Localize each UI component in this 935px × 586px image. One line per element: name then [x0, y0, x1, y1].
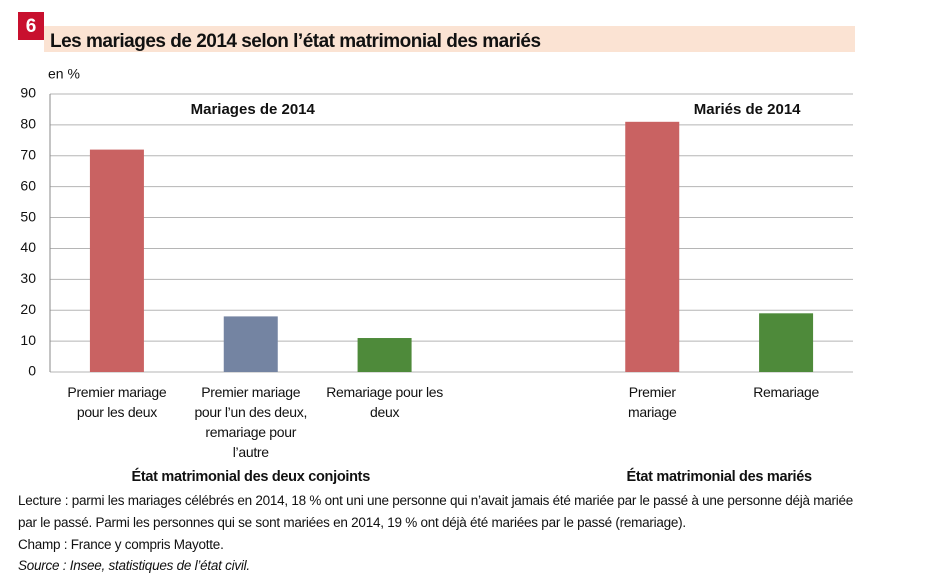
- group-title: Mariages de 2014: [191, 101, 316, 118]
- y-tick-label: 30: [20, 270, 36, 286]
- y-tick-label: 40: [20, 239, 36, 255]
- x-tick-label: Remariage pour les deux: [326, 384, 443, 420]
- bar: [759, 313, 814, 372]
- y-tick-label: 70: [20, 146, 36, 162]
- chart-title: Les mariages de 2014 selon l’état matrim…: [50, 31, 541, 52]
- y-tick-label: 60: [20, 177, 36, 193]
- bar: [223, 316, 278, 372]
- figure-number: 6: [26, 16, 37, 37]
- note-source: Source : Insee, statistiques de l’état c…: [18, 558, 250, 573]
- y-unit-label: en %: [48, 66, 80, 82]
- y-tick-label: 0: [28, 363, 36, 379]
- group-axis-label: État matrimonial des mariés: [627, 468, 813, 485]
- title-band: [44, 26, 855, 52]
- x-tick-label: Premier mariage pour l’un des deux, rema…: [194, 384, 308, 460]
- group-axis-label: État matrimonial des deux conjoints: [132, 468, 371, 485]
- y-tick-label: 10: [20, 332, 36, 348]
- y-tick-label: 90: [20, 85, 36, 101]
- figure-number-box: [18, 12, 44, 40]
- x-tick-label: Premier mariage pour les deux: [67, 384, 167, 420]
- bar: [89, 149, 144, 372]
- y-tick-label: 20: [20, 301, 36, 317]
- x-tick-label: Remariage: [753, 384, 819, 400]
- bar: [357, 338, 412, 372]
- bar: [625, 121, 680, 372]
- note-champ: Champ : France y compris Mayotte.: [18, 537, 224, 552]
- x-tick-label: Premier mariage: [628, 384, 677, 420]
- note-lecture: Lecture : parmi les mariages célébrés en…: [18, 493, 854, 530]
- group-title: Mariés de 2014: [694, 101, 801, 118]
- y-tick-label: 80: [20, 116, 36, 132]
- y-tick-label: 50: [20, 208, 36, 224]
